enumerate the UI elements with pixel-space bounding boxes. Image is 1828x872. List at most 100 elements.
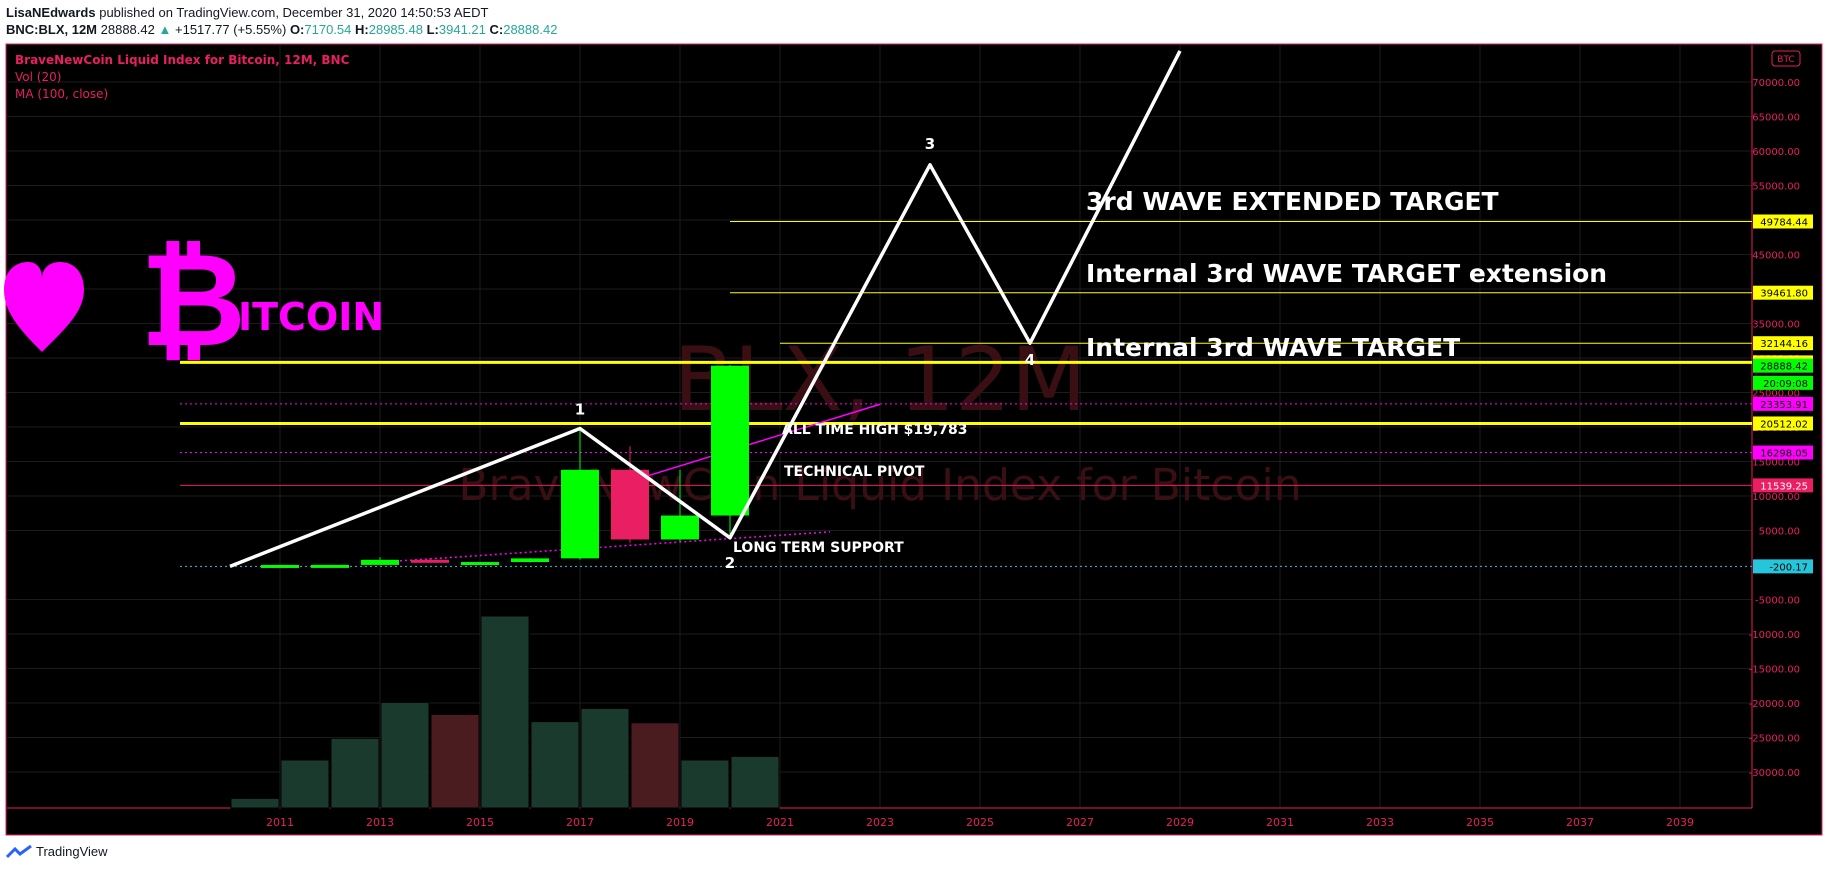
wave-label-3: 3 bbox=[925, 135, 935, 153]
ath-label: ALL TIME HIGH $19,783 bbox=[782, 422, 967, 438]
time-axis[interactable]: 2011 2013 2015 2017 2019 2021 2023 2025 2027 2029… bbox=[266, 816, 1694, 829]
wave-internal-target-label: Internal 3rd WAVE TARGET bbox=[1086, 333, 1460, 362]
price-tag-bg-level-5 bbox=[1753, 478, 1813, 493]
price-tick-18: 65000.00 bbox=[1752, 113, 1800, 124]
low-label: L: bbox=[426, 22, 439, 37]
price-tag-level-0: 49784.44 bbox=[1760, 217, 1808, 228]
price-tick-17: 60000.00 bbox=[1752, 147, 1800, 158]
price-tick-10: 25000.00 bbox=[1752, 389, 1800, 400]
candle-body-0 bbox=[261, 564, 299, 568]
price-tag-level-7: 23353.91 bbox=[1760, 400, 1808, 411]
volume-bar-1 bbox=[280, 759, 330, 809]
price-tag-bg-level-6 bbox=[1753, 559, 1813, 574]
author-name[interactable]: LisaNEdwards bbox=[6, 5, 96, 20]
price-tag-level-6: -200.17 bbox=[1769, 562, 1808, 573]
legend-ma[interactable]: MA (100, close) bbox=[15, 87, 108, 101]
tradingview-brand[interactable]: TradingView bbox=[36, 844, 108, 859]
pivot-label: TECHNICAL PIVOT bbox=[784, 464, 925, 480]
price-tag-level-1: 39461.80 bbox=[1760, 289, 1808, 300]
up-arrow-icon: ▲ bbox=[158, 22, 172, 37]
currency-label: BTC bbox=[1777, 55, 1794, 65]
candle-body-5 bbox=[511, 558, 549, 563]
heart-icon bbox=[4, 262, 84, 352]
year-tick-0: 2011 bbox=[266, 816, 294, 829]
candle-body-8 bbox=[661, 515, 699, 540]
volume-bar-6 bbox=[530, 721, 580, 809]
price-tick-16: 55000.00 bbox=[1752, 182, 1800, 193]
year-tick-1: 2013 bbox=[366, 816, 394, 829]
support-label: LONG TERM SUPPORT bbox=[733, 540, 904, 556]
price-tag-bg-level-0 bbox=[1753, 214, 1813, 229]
symbol-label: BNC:BLX, 12M bbox=[6, 22, 98, 37]
price-tag-level-4: 20512.02 bbox=[1760, 419, 1808, 430]
price-change: +1517.77 (+5.55%) bbox=[175, 22, 287, 37]
year-tick-5: 2021 bbox=[766, 816, 794, 829]
price-tag-bg-level-1 bbox=[1753, 285, 1813, 300]
open-label: O: bbox=[289, 22, 305, 37]
publish-line: LisaNEdwards published on TradingView.co… bbox=[6, 4, 557, 21]
price-tick-7: 10000.00 bbox=[1752, 492, 1800, 503]
chart-frame bbox=[5, 43, 1823, 836]
close-label: C: bbox=[489, 22, 504, 37]
year-tick-12: 2035 bbox=[1466, 816, 1494, 829]
year-tick-3: 2017 bbox=[566, 816, 594, 829]
price-tag-bg-level-4 bbox=[1753, 416, 1813, 431]
legend-title[interactable]: BraveNewCoin Liquid Index for Bitcoin, 1… bbox=[15, 53, 350, 67]
price-tag-extra-1: 20:09:08 bbox=[1763, 379, 1808, 390]
trendlines bbox=[379, 403, 881, 563]
chart-header: LisaNEdwards published on TradingView.co… bbox=[6, 4, 557, 38]
year-tick-11: 2033 bbox=[1366, 816, 1394, 829]
volume-bar-5 bbox=[480, 615, 530, 809]
year-tick-13: 2037 bbox=[1566, 816, 1594, 829]
price-tag-extra-0: 28888.42 bbox=[1760, 362, 1808, 373]
price-tick-4: -10000.00 bbox=[1749, 630, 1800, 641]
bitcoin-text: ITCOIN bbox=[238, 295, 384, 339]
candle-body-4 bbox=[461, 562, 499, 566]
volume-bar-2 bbox=[330, 737, 380, 809]
publish-info: published on TradingView.com, December 3… bbox=[99, 5, 489, 20]
trendline-0 bbox=[644, 403, 881, 478]
high-label: H: bbox=[355, 22, 369, 37]
price-tag-level-2: 32144.16 bbox=[1760, 339, 1808, 350]
low-value: 3941.21 bbox=[438, 22, 486, 37]
price-tick-2: -20000.00 bbox=[1749, 699, 1800, 710]
grid-lines bbox=[7, 45, 1753, 809]
year-tick-10: 2031 bbox=[1266, 816, 1294, 829]
horizontal-levels bbox=[180, 220, 1752, 567]
year-tick-7: 2025 bbox=[966, 816, 994, 829]
wave-extended-target-label: 3rd WAVE EXTENDED TARGET bbox=[1086, 187, 1499, 216]
candle-body-3 bbox=[411, 559, 449, 563]
chart-legend: BraveNewCoin Liquid Index for Bitcoin, 1… bbox=[15, 53, 350, 101]
annotations: 3rd WAVE EXTENDED TARGET Internal 3rd WA… bbox=[733, 187, 1607, 556]
candle-body-2 bbox=[361, 559, 399, 565]
price-tag-bg-level-8 bbox=[1753, 445, 1813, 460]
candle-body-1 bbox=[311, 564, 349, 568]
candle-body-6 bbox=[561, 469, 599, 559]
price-tick-3: -15000.00 bbox=[1749, 665, 1800, 676]
high-value: 28985.48 bbox=[368, 22, 423, 37]
volume-bars bbox=[230, 615, 780, 809]
volume-bar-8 bbox=[630, 722, 680, 809]
price-tick-5: -5000.00 bbox=[1755, 596, 1800, 607]
wave-label-2: 2 bbox=[725, 554, 735, 572]
price-tick-1: -25000.00 bbox=[1749, 734, 1800, 745]
year-tick-9: 2029 bbox=[1166, 816, 1194, 829]
volume-bar-7 bbox=[580, 707, 630, 809]
wave-internal-extension-label: Internal 3rd WAVE TARGET extension bbox=[1086, 259, 1607, 288]
price-tag-level-5: 11539.25 bbox=[1760, 481, 1808, 492]
volume-bar-3 bbox=[380, 701, 430, 809]
open-value: 7170.54 bbox=[304, 22, 352, 37]
price-tick-14: 45000.00 bbox=[1752, 251, 1800, 262]
legend-volume[interactable]: Vol (20) bbox=[15, 70, 61, 84]
wave-label-1: 1 bbox=[575, 400, 585, 418]
close-value: 28888.42 bbox=[503, 22, 558, 37]
currency-badge[interactable]: BTC bbox=[1771, 50, 1801, 67]
candle-body-9 bbox=[711, 365, 749, 516]
price-tags: 49784.4439461.8032144.1629363.1820512.02… bbox=[1753, 214, 1813, 574]
trendline-1 bbox=[379, 531, 831, 563]
elliott-wave: 1 2 3 4 bbox=[229, 50, 1182, 572]
volume-bar-10 bbox=[730, 755, 780, 809]
price-tick-6: 5000.00 bbox=[1759, 527, 1800, 538]
price-tag-level-8: 16298.05 bbox=[1760, 449, 1808, 460]
